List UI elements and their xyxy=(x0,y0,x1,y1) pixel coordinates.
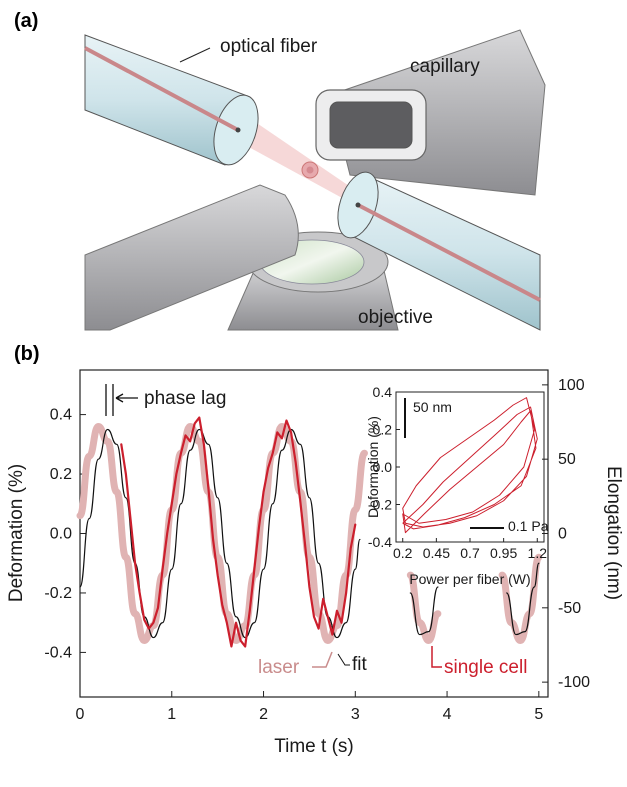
inset-chart: 0.2 0.45 0.7 0.95 1.2 -0.4 -0.2 0.0 0.2 0.4 Power… xyxy=(365,384,549,587)
fit-label: fit xyxy=(352,654,368,675)
y2-tick-label: -50 xyxy=(558,600,581,617)
laser-beam xyxy=(245,115,355,205)
inset-x-axis-label: Power per fiber (W) xyxy=(409,571,530,587)
phase-lag-arrow-icon xyxy=(115,393,138,403)
phase-lag-annotation: phase lag xyxy=(105,384,226,416)
main-chart-ticks: 0 1 2 3 4 5 -0.4 -0.2 0.0 0.2 0.4 -100 -50 0 50 100 xyxy=(44,377,590,723)
laser-series-line xyxy=(76,422,368,645)
inset-y-tick-label: -0.4 xyxy=(368,534,392,550)
y2-tick-label: 100 xyxy=(558,377,585,394)
main-chart: 0 1 2 3 4 5 -0.4 -0.2 0.0 0.2 0.4 -100 -50 0 50 100 Tim… xyxy=(6,369,624,757)
laser-leader xyxy=(312,651,333,668)
inset-y-tick-label: 0.4 xyxy=(373,384,393,400)
inset-x-tick-label: 0.7 xyxy=(460,545,480,561)
fit-leader xyxy=(337,653,350,666)
x-tick-label: 0 xyxy=(76,706,85,723)
y-tick-label: 0.0 xyxy=(50,526,72,543)
inset-y-tick-label: 0.2 xyxy=(373,422,393,438)
fit-series-line xyxy=(409,586,439,636)
x-tick-label: 2 xyxy=(259,706,268,723)
y2-axis-label: Elongation (nm) xyxy=(603,466,624,600)
x-tick-label: 5 xyxy=(534,706,543,723)
fit-series-line xyxy=(506,562,540,636)
capillary xyxy=(315,29,546,196)
inset-y-axis-label: Deformation (%) xyxy=(365,416,381,518)
laser-label: laser xyxy=(258,657,300,678)
optical-fiber-right xyxy=(337,171,541,331)
inset-chart-series xyxy=(402,397,538,534)
inset-y-tick-label: -0.2 xyxy=(368,497,392,513)
inset-x-tick-label: 0.2 xyxy=(393,545,413,561)
y-tick-label: -0.4 xyxy=(44,644,72,661)
x-tick-label: 4 xyxy=(443,706,452,723)
y-tick-label: 0.4 xyxy=(50,407,72,424)
panel-a-label: (a) xyxy=(14,10,38,32)
capillary-label: capillary xyxy=(410,56,480,77)
lower-left-tube xyxy=(84,184,299,331)
single-cell-label: single cell xyxy=(444,657,527,678)
laser-series-line xyxy=(498,553,543,645)
y-tick-label: -0.2 xyxy=(44,585,72,602)
y2-tick-label: 0 xyxy=(558,526,567,543)
optical-fiber-label: optical fiber xyxy=(220,36,318,57)
y-tick-label: 0.2 xyxy=(50,466,72,483)
horizontal-scale-label: 0.1 Pa xyxy=(508,518,549,534)
optical-fiber-left xyxy=(84,34,259,166)
optical-fiber-leader xyxy=(179,47,211,63)
x-tick-label: 3 xyxy=(351,706,360,723)
y2-tick-label: 50 xyxy=(558,451,576,468)
panel-a-illustration: optical fiber capillary objective xyxy=(84,29,546,331)
x-tick-label: 1 xyxy=(167,706,176,723)
objective-label: objective xyxy=(358,307,433,328)
main-chart-series xyxy=(76,416,543,648)
y-axis-label: Deformation (%) xyxy=(6,464,27,602)
inset-x-tick-label: 1.2 xyxy=(528,545,548,561)
vertical-scale-label: 50 nm xyxy=(413,399,452,415)
x-axis-label: Time t (s) xyxy=(274,736,354,757)
inset-loop-line xyxy=(402,397,538,534)
inset-x-tick-label: 0.95 xyxy=(490,545,517,561)
inset-x-tick-label: 0.45 xyxy=(423,545,450,561)
inset-chart-ticks: 0.2 0.45 0.7 0.95 1.2 -0.4 -0.2 0.0 0.2 0.4 xyxy=(368,384,547,561)
single-cell-series-line xyxy=(120,416,357,648)
laser-series-line xyxy=(406,571,442,645)
phase-lag-label: phase lag xyxy=(144,388,226,409)
fit-series-line xyxy=(79,428,361,639)
y2-tick-label: -100 xyxy=(558,674,590,691)
inset-y-tick-label: 0.0 xyxy=(373,459,393,475)
single-cell-leader xyxy=(431,646,442,668)
panel-b-label: (b) xyxy=(14,343,40,365)
